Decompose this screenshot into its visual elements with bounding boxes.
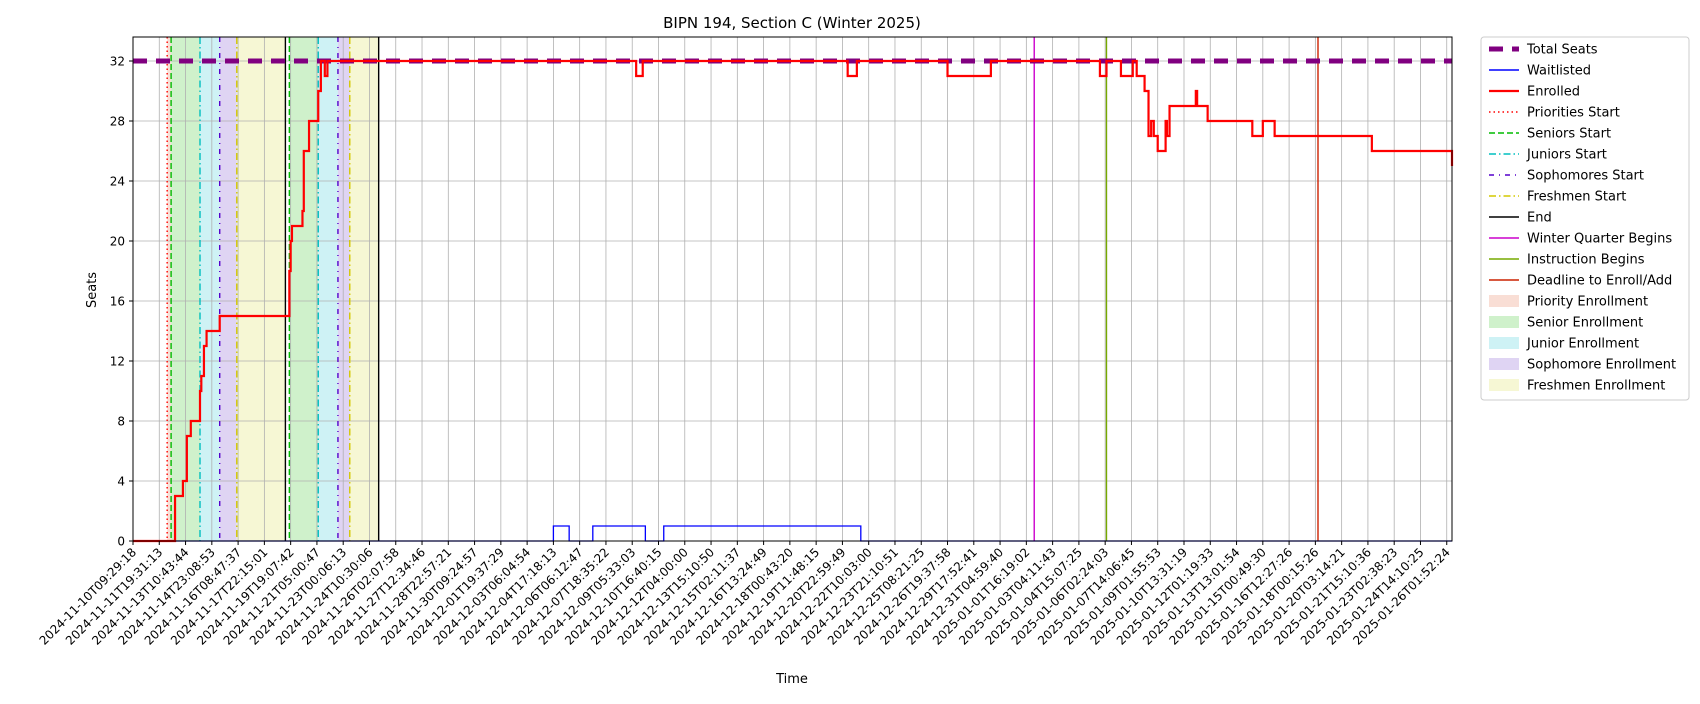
shaded-period [337, 37, 350, 541]
legend-label: Sophomores Start [1527, 169, 1644, 184]
legend-label: Seniors Start [1527, 127, 1611, 142]
chart-title: BIPN 194, Section C (Winter 2025) [663, 14, 921, 32]
legend-label: Freshmen Enrollment [1527, 379, 1665, 394]
legend-label: Winter Quarter Begins [1527, 232, 1672, 247]
shaded-period [167, 37, 172, 541]
legend-label: Sophomore Enrollment [1527, 358, 1676, 373]
y-tick-label: 0 [117, 535, 125, 549]
legend-label: Waitlisted [1527, 64, 1591, 79]
legend-label: Freshmen Start [1527, 190, 1626, 205]
legend-swatch [1489, 295, 1519, 307]
legend-label: Instruction Begins [1527, 253, 1645, 268]
shaded-period [236, 37, 286, 541]
y-tick-label: 8 [117, 415, 125, 429]
legend: Total Seats Waitlisted Enrolled Priorities … [1480, 36, 1690, 401]
series-line [133, 525, 1452, 542]
shaded-period [318, 37, 338, 541]
shaded-period [219, 37, 237, 541]
plot-area: 0481216202428322024-11-10T09:29:182024-1… [37, 36, 1454, 648]
shaded-period [289, 37, 319, 541]
legend-swatch [1489, 379, 1519, 391]
legend-label: Enrolled [1527, 85, 1580, 100]
shaded-period [200, 37, 220, 541]
x-axis-label: Time [775, 672, 808, 687]
legend-swatch [1489, 337, 1519, 349]
y-tick-label: 16 [110, 295, 125, 309]
legend-label: Juniors Start [1526, 148, 1607, 163]
series-line [133, 59, 1454, 543]
legend-frame [1480, 36, 1690, 401]
y-tick-label: 24 [110, 175, 125, 189]
y-tick-label: 32 [110, 55, 125, 69]
legend-swatch [1489, 358, 1519, 370]
y-axis-label: Seats [85, 272, 100, 308]
legend-label: Junior Enrollment [1526, 337, 1639, 352]
legend-label: End [1527, 211, 1552, 226]
y-tick-label: 28 [110, 115, 125, 129]
legend-label: Total Seats [1526, 43, 1598, 58]
legend-label: Priorities Start [1527, 106, 1620, 121]
shaded-period [349, 37, 379, 541]
legend-label: Deadline to Enroll/Add [1527, 274, 1672, 289]
plot-frame [132, 36, 1453, 542]
y-tick-label: 20 [110, 235, 125, 249]
y-tick-label: 12 [110, 355, 125, 369]
legend-label: Senior Enrollment [1527, 316, 1643, 331]
legend-swatch [1489, 316, 1519, 328]
legend-label: Priority Enrollment [1527, 295, 1648, 310]
y-tick-label: 4 [117, 475, 125, 489]
